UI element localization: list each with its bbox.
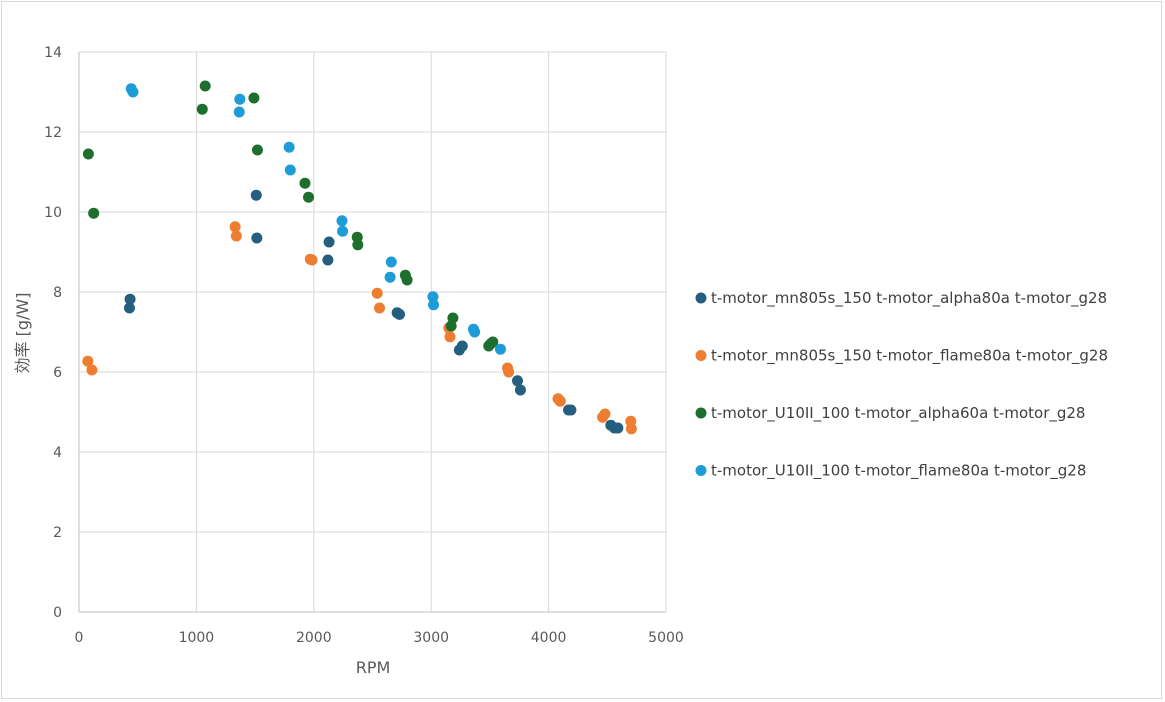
x-axis-label: RPM (356, 658, 391, 677)
data-point (299, 177, 311, 189)
legend-item: t-motor_mn805s_150 t-motor_flame80a t-mo… (695, 347, 1108, 366)
data-point (384, 271, 396, 283)
y-tick-label: 14 (44, 45, 62, 61)
data-point (306, 254, 318, 266)
data-point (336, 215, 348, 227)
data-point (456, 340, 468, 352)
data-point (427, 291, 439, 303)
data-point (82, 355, 94, 367)
y-tick-label: 12 (44, 125, 62, 141)
data-point (514, 384, 526, 396)
data-point (494, 343, 506, 355)
data-point (394, 308, 406, 320)
data-point (284, 164, 296, 176)
data-point (337, 225, 349, 237)
legend-label: t-motor_U10II_100 t-motor_alpha60a t-mot… (711, 404, 1085, 423)
y-tick-label: 2 (53, 525, 62, 541)
data-point (251, 232, 263, 244)
series-3 (82, 80, 499, 352)
data-point (625, 423, 637, 435)
y-tick-label: 8 (53, 285, 62, 301)
y-tick-label: 0 (53, 605, 62, 621)
data-point (322, 254, 334, 266)
data-point (599, 408, 611, 420)
data-point (230, 230, 242, 242)
data-point (251, 144, 263, 156)
data-point (82, 148, 94, 160)
series-2 (82, 221, 637, 435)
axes (78, 52, 666, 613)
legend: t-motor_mn805s_150 t-motor_alpha80a t-mo… (695, 289, 1108, 481)
series-4 (125, 83, 506, 355)
data-points (82, 80, 637, 435)
data-point (612, 422, 624, 434)
data-point (374, 302, 386, 314)
gridlines (79, 51, 667, 612)
data-point (248, 92, 260, 104)
legend-label: t-motor_mn805s_150 t-motor_alpha80a t-mo… (711, 289, 1107, 308)
legend-item: t-motor_U10II_100 t-motor_alpha60a t-mot… (695, 404, 1085, 423)
data-point (127, 86, 139, 98)
data-point (88, 207, 100, 219)
x-tick-label: 1000 (179, 630, 215, 646)
data-point (323, 236, 335, 248)
data-point (385, 256, 397, 268)
tick-labels: 0 2 4 6 8 10 12 14 0 1000 2000 3000 4000 5000 (44, 45, 684, 646)
legend-label: t-motor_U10II_100 t-motor_flame80a t-mot… (711, 462, 1086, 481)
data-point (554, 395, 566, 407)
y-axis-label: 効率 [g/W] (13, 293, 32, 374)
data-point (565, 404, 577, 416)
data-point (487, 336, 499, 348)
x-tick-label: 5000 (648, 630, 684, 646)
legend-marker (695, 407, 707, 419)
data-point (199, 80, 211, 92)
y-tick-label: 6 (53, 365, 62, 381)
data-point (469, 326, 481, 338)
data-point (86, 364, 98, 376)
data-point (229, 221, 241, 233)
data-point (371, 287, 383, 299)
data-point (447, 312, 459, 324)
legend-item: t-motor_mn805s_150 t-motor_alpha80a t-mo… (695, 289, 1107, 308)
data-point (124, 293, 136, 305)
data-point (401, 274, 413, 286)
data-point (234, 93, 246, 105)
x-tick-label: 4000 (531, 630, 567, 646)
series-1 (123, 189, 624, 434)
legend-label: t-motor_mn805s_150 t-motor_flame80a t-mo… (711, 347, 1108, 366)
data-point (511, 375, 523, 387)
data-point (428, 299, 440, 311)
data-point (250, 189, 262, 201)
legend-marker (695, 465, 707, 476)
x-tick-label: 0 (75, 630, 84, 646)
y-tick-label: 4 (53, 445, 62, 461)
x-tick-label: 3000 (413, 630, 449, 646)
data-point (283, 141, 295, 153)
y-tick-label: 10 (44, 205, 62, 221)
data-point (444, 331, 456, 343)
data-point (233, 106, 245, 118)
data-point (352, 239, 364, 251)
data-point (303, 191, 315, 203)
legend-marker (695, 292, 707, 304)
data-point (196, 103, 208, 115)
data-point (503, 366, 515, 378)
x-tick-label: 2000 (296, 630, 332, 646)
data-point (123, 302, 135, 314)
legend-item: t-motor_U10II_100 t-motor_flame80a t-mot… (695, 462, 1086, 481)
legend-marker (695, 350, 707, 361)
